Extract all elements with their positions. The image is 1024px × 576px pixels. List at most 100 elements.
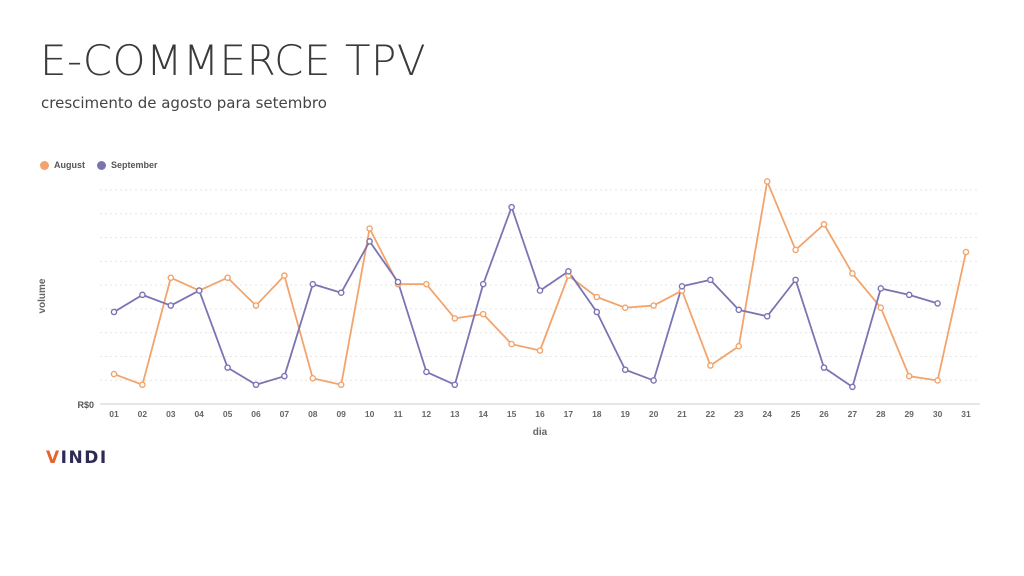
x-tick-label: 01 xyxy=(109,409,119,419)
data-point-august[interactable] xyxy=(763,178,771,185)
data-point-august[interactable] xyxy=(451,315,459,322)
x-tick-label: 29 xyxy=(904,409,914,419)
data-point-september[interactable] xyxy=(309,280,317,288)
data-point-september[interactable] xyxy=(281,372,288,380)
data-point-september[interactable] xyxy=(650,377,657,384)
data-point-august[interactable] xyxy=(934,377,941,384)
data-point-august[interactable] xyxy=(423,280,430,288)
x-tick-label: 28 xyxy=(876,409,886,419)
data-point-august[interactable] xyxy=(849,270,856,277)
y-tick-label: R$0 xyxy=(77,400,94,410)
x-tick-label: 23 xyxy=(734,409,744,419)
data-point-august[interactable] xyxy=(508,340,515,348)
data-point-august[interactable] xyxy=(139,381,146,389)
legend-label-august: August xyxy=(54,160,85,170)
x-tick-label: 03 xyxy=(166,409,176,419)
x-axis-label: dia xyxy=(533,427,548,438)
data-point-august[interactable] xyxy=(252,302,260,309)
x-tick-label: 25 xyxy=(791,409,801,419)
x-tick-label: 19 xyxy=(620,409,630,419)
x-tick-label: 11 xyxy=(394,409,403,419)
x-tick-label: 04 xyxy=(194,409,204,419)
x-tick-label: 20 xyxy=(649,409,659,419)
page-title: E-COMMERCE TPV xyxy=(40,36,427,85)
data-point-august[interactable] xyxy=(536,347,544,354)
chart-axes: 01 02 03 04 05 06 07 08 09 10 11 12 13 14 15 16 17 18 19 20… xyxy=(100,403,980,419)
data-point-september[interactable] xyxy=(508,203,515,211)
data-point-september[interactable] xyxy=(224,364,231,371)
data-point-august[interactable] xyxy=(735,342,743,350)
legend-item-august[interactable]: August xyxy=(40,160,85,170)
data-point-september[interactable] xyxy=(905,291,913,299)
data-point-september[interactable] xyxy=(877,285,885,292)
data-point-august[interactable] xyxy=(707,362,714,369)
data-point-september[interactable] xyxy=(167,302,175,309)
data-point-september[interactable] xyxy=(934,300,941,307)
x-tick-label: 09 xyxy=(336,409,346,419)
x-tick-label: 12 xyxy=(422,409,432,419)
legend-item-september[interactable]: September xyxy=(97,160,158,170)
x-tick-label: 31 xyxy=(961,409,971,419)
data-point-august[interactable] xyxy=(877,304,885,312)
data-point-september[interactable] xyxy=(536,287,544,294)
data-point-august[interactable] xyxy=(337,381,345,389)
series-line-september xyxy=(113,206,938,388)
data-point-september[interactable] xyxy=(565,268,572,275)
data-point-september[interactable] xyxy=(337,289,345,297)
x-tick-label: 17 xyxy=(564,409,574,419)
x-tick-label: 24 xyxy=(762,409,772,419)
x-tick-label: 26 xyxy=(819,409,829,419)
data-point-august[interactable] xyxy=(281,272,288,279)
data-point-august[interactable] xyxy=(905,372,913,380)
data-point-september[interactable] xyxy=(707,276,714,284)
data-point-september[interactable] xyxy=(621,366,629,374)
page-subtitle: crescimento de agosto para setembro xyxy=(41,94,327,112)
data-point-september[interactable] xyxy=(423,368,430,376)
data-point-august[interactable] xyxy=(593,293,601,301)
vindi-logo: V INDI xyxy=(46,448,108,468)
data-point-september[interactable] xyxy=(394,278,402,286)
data-point-august[interactable] xyxy=(820,220,828,228)
data-point-september[interactable] xyxy=(366,238,373,245)
data-point-august[interactable] xyxy=(366,225,373,232)
data-point-september[interactable] xyxy=(593,308,601,316)
chart-points xyxy=(110,178,970,391)
x-tick-label: 15 xyxy=(507,409,517,419)
x-tick-label: 06 xyxy=(251,409,261,419)
data-point-august[interactable] xyxy=(224,274,231,282)
x-tick-label: 07 xyxy=(280,409,290,419)
data-point-august[interactable] xyxy=(621,304,629,312)
data-point-september[interactable] xyxy=(110,308,118,316)
data-point-august[interactable] xyxy=(309,375,317,382)
data-point-september[interactable] xyxy=(252,381,260,389)
data-point-september[interactable] xyxy=(451,381,459,389)
data-point-august[interactable] xyxy=(792,246,799,254)
data-point-september[interactable] xyxy=(195,287,203,294)
logo-text-rest: INDI xyxy=(60,448,108,468)
data-point-september[interactable] xyxy=(678,282,686,290)
data-point-august[interactable] xyxy=(962,248,970,256)
data-point-september[interactable] xyxy=(763,312,771,320)
data-point-august[interactable] xyxy=(650,302,657,309)
data-point-september[interactable] xyxy=(849,383,856,391)
logo-text: V xyxy=(46,448,61,468)
chart-grid xyxy=(100,189,980,381)
data-point-september[interactable] xyxy=(820,364,828,371)
x-tick-label: 16 xyxy=(535,409,545,419)
data-point-august[interactable] xyxy=(110,370,118,378)
data-point-september[interactable] xyxy=(479,280,487,288)
data-point-august[interactable] xyxy=(167,274,175,282)
data-point-september[interactable] xyxy=(139,291,146,299)
data-point-august[interactable] xyxy=(479,310,487,318)
x-tick-label: 05 xyxy=(223,409,233,419)
data-point-september[interactable] xyxy=(735,306,743,314)
x-tick-label: 30 xyxy=(933,409,943,419)
x-tick-label: 21 xyxy=(677,409,687,419)
data-point-september[interactable] xyxy=(792,276,799,284)
y-axis-label: volume xyxy=(37,278,48,313)
legend-label-september: September xyxy=(111,160,158,170)
legend-dot-september-icon xyxy=(97,160,106,170)
x-tick-label: 14 xyxy=(478,409,488,419)
x-tick-label: 02 xyxy=(138,409,148,419)
